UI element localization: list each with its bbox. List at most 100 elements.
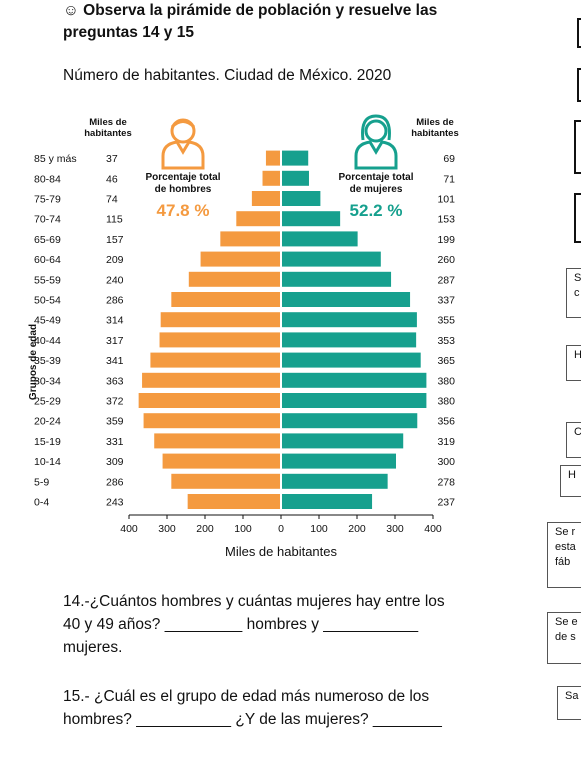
male-bar	[138, 393, 280, 408]
page-heading: ☺ Observa la pirámide de población y res…	[63, 0, 503, 44]
side-box	[574, 120, 581, 174]
female-bar	[282, 352, 421, 368]
age-group-label: 40-44	[34, 335, 61, 347]
female-value-label: 237	[437, 497, 455, 509]
side-box	[574, 193, 581, 243]
age-group-label: 55-59	[34, 274, 61, 286]
x-tick-label: 100	[310, 523, 328, 535]
age-group-label: 15-19	[34, 436, 61, 448]
male-value-label: 240	[106, 274, 124, 286]
age-group-label: 70-74	[34, 214, 61, 226]
female-bar	[282, 312, 417, 328]
female-bar	[282, 271, 392, 287]
male-value-label: 209	[106, 254, 124, 266]
female-bar	[282, 473, 388, 489]
age-group-label: 10-14	[34, 456, 61, 468]
age-group-label: 85 y más	[34, 153, 77, 165]
side-box-text: H	[574, 348, 581, 363]
question-15: 15.- ¿Cuál es el grupo de edad más numer…	[63, 685, 533, 731]
chart-subtitle: Número de habitantes. Ciudad de México. …	[63, 67, 392, 84]
right-column-header-line-2: habitantes	[411, 128, 459, 139]
female-value-label: 355	[437, 315, 455, 327]
x-tick-label: 200	[348, 523, 366, 535]
heading-text: Observa la pirámide de población y resue…	[63, 2, 438, 41]
male-bar	[220, 231, 280, 247]
female-value-label: 337	[437, 295, 455, 307]
age-group-label: 50-54	[34, 295, 61, 307]
age-group-label: 60-64	[34, 254, 61, 266]
side-box	[577, 18, 581, 48]
female-value-label: 356	[437, 416, 455, 428]
female-value-label: 380	[437, 396, 455, 408]
side-box-text: de s	[555, 631, 576, 643]
age-group-label: 5-9	[34, 476, 49, 488]
right-column-header-line-1: Miles de	[416, 117, 454, 128]
male-value-label: 359	[106, 416, 124, 428]
women-percentage-value: 52.2 %	[350, 201, 403, 220]
y-axis-title: Grupos de edad	[28, 324, 39, 400]
age-group-label: 35-39	[34, 355, 61, 367]
female-bar	[282, 211, 341, 227]
x-tick-label: 400	[120, 523, 138, 535]
male-bar	[200, 251, 280, 267]
x-tick-label: 300	[158, 523, 176, 535]
x-tick-label: 0	[278, 523, 284, 535]
male-value-label: 286	[106, 476, 124, 488]
female-value-label: 153	[437, 214, 455, 226]
male-bar	[187, 494, 280, 509]
female-value-label: 380	[437, 375, 455, 387]
men-percentage-label-line-2: de hombres	[155, 184, 212, 195]
male-bar	[171, 473, 280, 489]
men-percentage-label-line-1: Porcentaje total	[145, 172, 220, 183]
x-axis-title: Miles de habitantes	[225, 544, 338, 559]
side-box: C	[566, 422, 581, 458]
male-bar	[143, 413, 280, 429]
side-box: Se e de s	[547, 612, 581, 664]
female-bar	[282, 413, 418, 429]
female-value-label: 69	[443, 153, 455, 165]
age-group-label: 80-84	[34, 173, 61, 185]
male-bar	[171, 292, 280, 307]
female-bar	[282, 332, 417, 348]
x-tick-label: 200	[196, 523, 214, 535]
question-14-line-1: 14.-¿Cuántos hombres y cuántas mujeres h…	[63, 593, 445, 610]
male-value-label: 314	[106, 315, 124, 327]
male-value-label: 286	[106, 295, 124, 307]
male-bar	[236, 211, 280, 227]
male-value-label: 317	[106, 335, 124, 347]
age-group-label: 45-49	[34, 315, 61, 327]
male-value-label: 157	[106, 234, 124, 246]
female-bar	[282, 231, 358, 247]
age-group-label: 25-29	[34, 396, 61, 408]
question-14-line-3: mujeres.	[63, 639, 123, 656]
female-value-label: 260	[437, 254, 455, 266]
male-value-label: 46	[106, 173, 118, 185]
side-box: Sa	[557, 686, 581, 720]
man-icon	[161, 118, 205, 170]
women-percentage-label-line-1: Porcentaje total	[338, 172, 413, 183]
male-value-label: 331	[106, 436, 124, 448]
female-bar	[282, 453, 396, 469]
x-tick-label: 400	[424, 523, 442, 535]
male-bar	[159, 332, 280, 348]
male-value-label: 74	[106, 194, 118, 206]
female-value-label: 365	[437, 355, 455, 367]
male-bar	[142, 372, 280, 388]
male-bar	[262, 170, 280, 186]
male-value-label: 309	[106, 456, 124, 468]
female-bar	[282, 433, 404, 449]
female-value-label: 319	[437, 436, 455, 448]
left-column-header-line-1: Miles de	[89, 117, 127, 128]
female-value-label: 300	[437, 456, 455, 468]
female-bar	[282, 191, 321, 206]
male-bar	[150, 352, 280, 368]
male-bar	[160, 312, 280, 328]
female-value-label: 278	[437, 476, 455, 488]
side-box	[577, 68, 581, 102]
male-bar	[162, 453, 280, 469]
female-bar	[282, 372, 427, 388]
male-bar	[188, 271, 280, 287]
female-bar	[282, 150, 309, 166]
